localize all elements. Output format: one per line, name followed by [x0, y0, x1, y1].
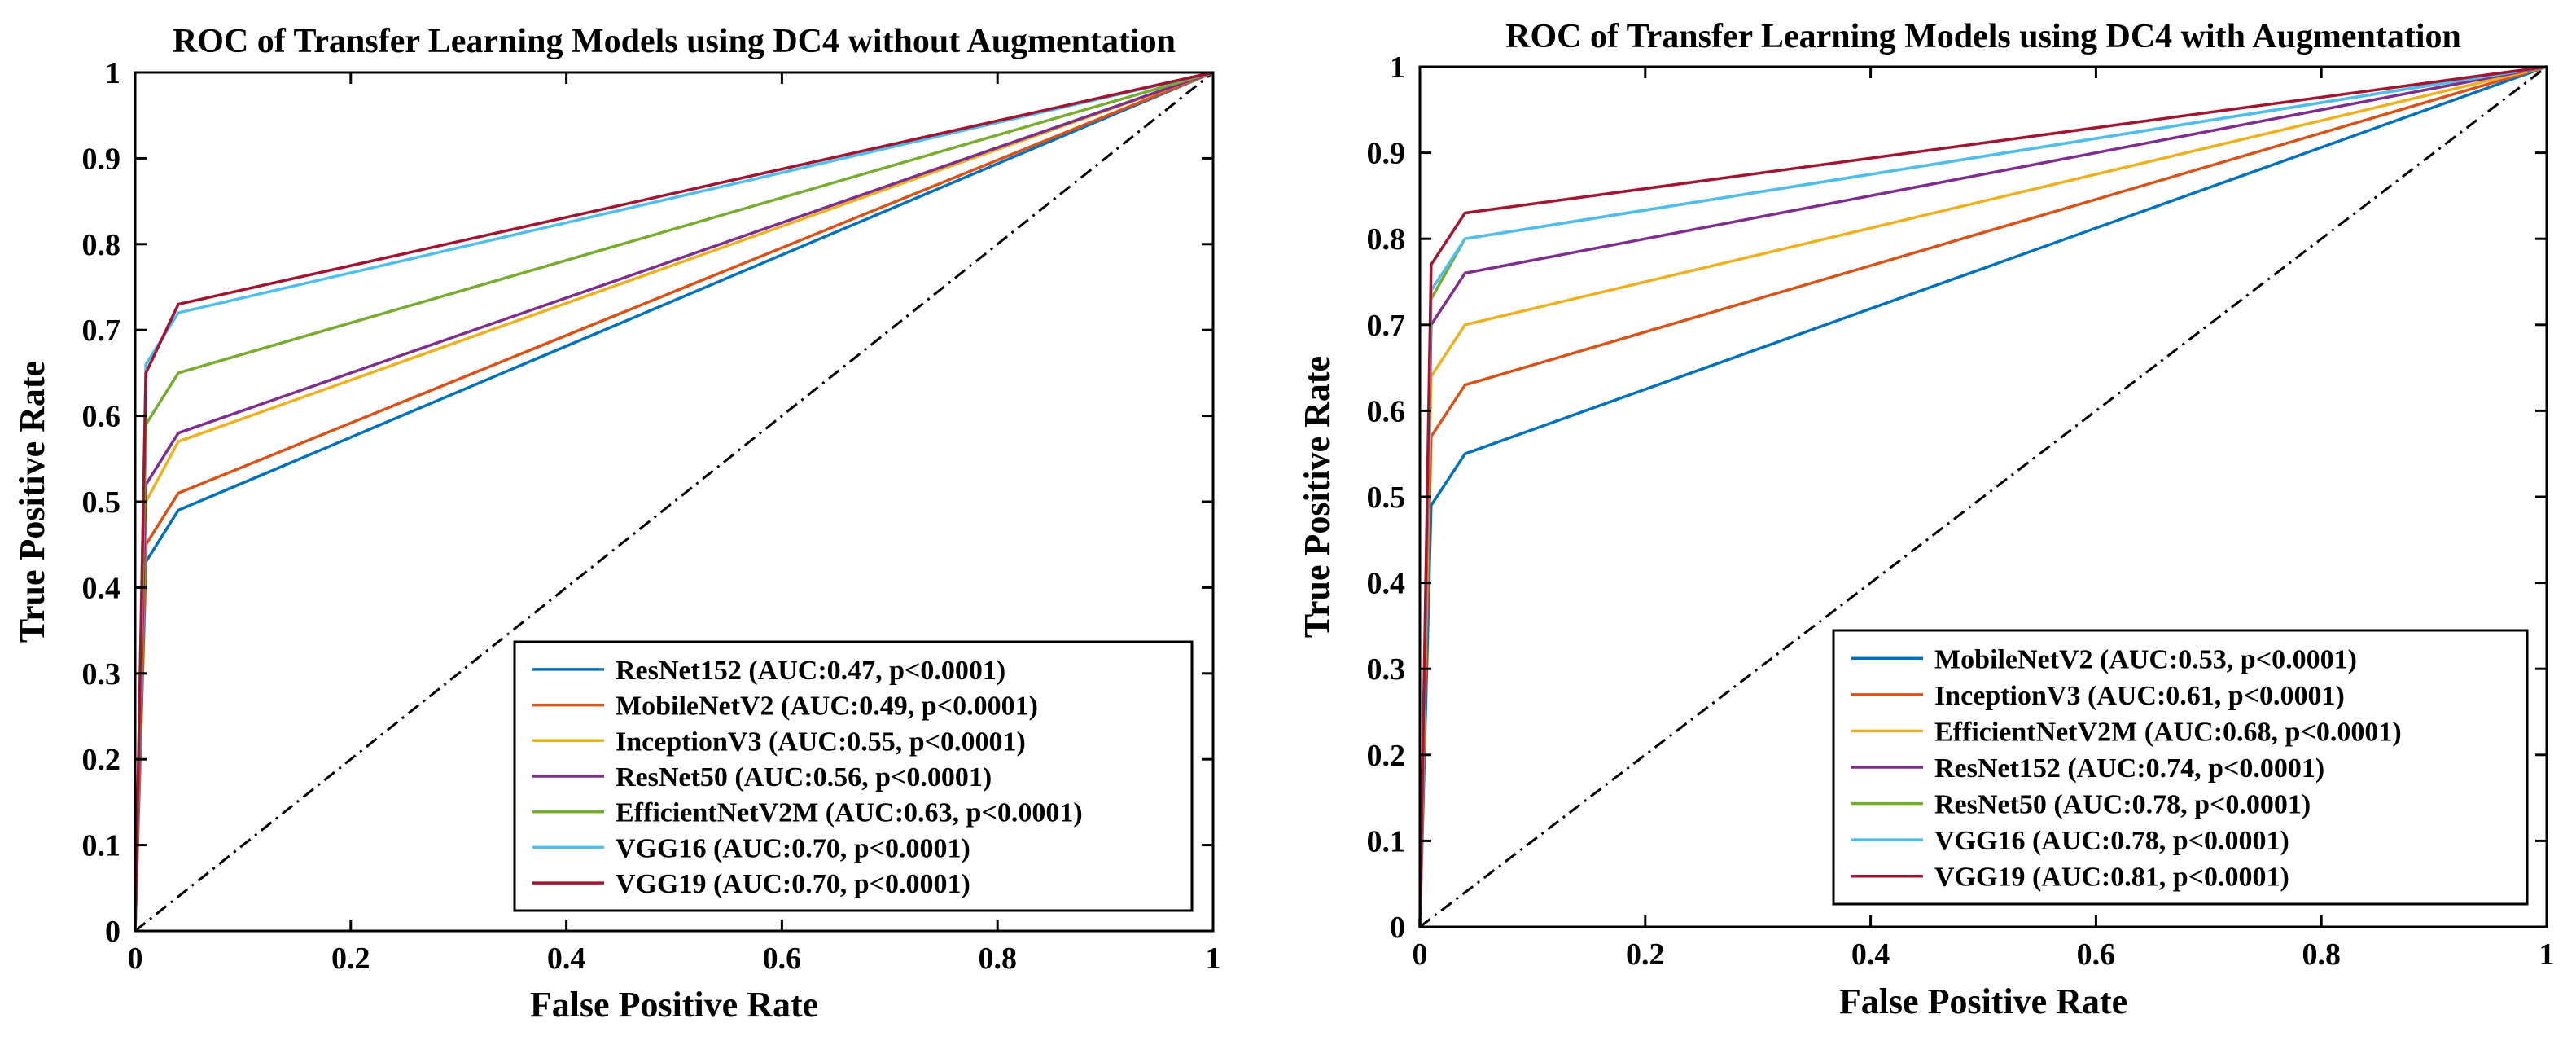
- y-tick-label: 0.3: [1367, 652, 1406, 687]
- x-tick-label: 0.4: [547, 942, 586, 976]
- x-tick-label: 0.8: [2302, 937, 2341, 972]
- x-tick-label: 0: [1413, 937, 1428, 972]
- y-tick-label: 0.6: [82, 400, 121, 434]
- legend-label-resnet152: ResNet152 (AUC:0.47, p<0.0001): [616, 656, 1005, 686]
- legend-label-inceptionv3: InceptionV3 (AUC:0.61, p<0.0001): [1934, 681, 2345, 711]
- x-axis-label: False Positive Rate: [530, 985, 818, 1025]
- chance-diagonal-line: [1419, 65, 2548, 928]
- legend-label-mobilenetv2: MobileNetV2 (AUC:0.53, p<0.0001): [1934, 644, 2357, 674]
- legend-label-inceptionv3: InceptionV3 (AUC:0.55, p<0.0001): [616, 727, 1026, 757]
- x-tick-label: 0.2: [1626, 937, 1665, 972]
- y-tick-label: 0.2: [1367, 739, 1406, 773]
- y-tick-label: 0.1: [1367, 824, 1406, 858]
- y-tick-label: 1: [1390, 50, 1405, 85]
- y-tick-label: 1: [105, 56, 120, 90]
- legend: ResNet152 (AUC:0.47, p<0.0001) MobileNetV…: [513, 640, 1194, 912]
- legend-label-resnet50: ResNet50 (AUC:0.56, p<0.0001): [616, 762, 992, 792]
- legend-label-vgg16: VGG16 (AUC:0.70, p<0.0001): [616, 833, 970, 863]
- legend: MobileNetV2 (AUC:0.53, p<0.0001) Inceptio…: [1832, 629, 2529, 906]
- x-tick-label: 0.6: [763, 942, 802, 976]
- x-tick-label: 1: [1206, 942, 1221, 976]
- y-tick-label: 0.7: [1367, 309, 1406, 343]
- x-axis-label: False Positive Rate: [1839, 981, 2127, 1021]
- x-tick-label: 0: [128, 942, 143, 976]
- x-tick-label: 0.8: [978, 942, 1017, 976]
- y-tick-label: 0: [105, 915, 120, 949]
- legend-box: [1832, 629, 2529, 906]
- y-tick-label: 0.3: [82, 657, 121, 691]
- y-tick-label: 0.1: [82, 829, 121, 863]
- series-line-vgg19: [1418, 65, 2548, 928]
- series-line-vgg19: [134, 71, 1214, 932]
- legend-label-vgg19: VGG19 (AUC:0.70, p<0.0001): [616, 869, 970, 899]
- legend-label-efficientnetv2m: EfficientNetV2M (AUC:0.68, p<0.0001): [1934, 717, 2402, 747]
- chart-roc-with-augmentation: ROC of Transfer Learning Models using DC…: [1297, 18, 2555, 1021]
- y-tick-label: 0.2: [82, 743, 121, 777]
- y-tick-label: 0.4: [1367, 567, 1406, 601]
- chart-title: ROC of Transfer Learning Models using DC…: [1505, 18, 2461, 55]
- y-tick-label: 0.7: [82, 314, 121, 348]
- y-tick-label: 0.5: [82, 485, 121, 520]
- legend-label-resnet50: ResNet50 (AUC:0.78, p<0.0001): [1934, 790, 2311, 820]
- legend-label-mobilenetv2: MobileNetV2 (AUC:0.49, p<0.0001): [616, 691, 1038, 722]
- x-tick-label: 0.4: [1851, 937, 1890, 972]
- y-tick-label: 0: [1390, 911, 1405, 945]
- y-tick-label: 0.8: [82, 228, 121, 262]
- legend-label-resnet152: ResNet152 (AUC:0.74, p<0.0001): [1934, 753, 2324, 784]
- chart-title: ROC of Transfer Learning Models using DC…: [173, 23, 1176, 60]
- y-tick-label: 0.9: [1367, 137, 1406, 171]
- x-tick-label: 0.2: [331, 942, 370, 976]
- y-axis-label: True Positive Rate: [1297, 356, 1337, 638]
- y-axis-label: True Positive Rate: [12, 361, 52, 643]
- legend-label-vgg19: VGG19 (AUC:0.81, p<0.0001): [1934, 863, 2289, 893]
- x-tick-label: 0.6: [2077, 937, 2116, 972]
- y-tick-label: 0.5: [1367, 481, 1406, 515]
- chart-roc-without-augmentation: ROC of Transfer Learning Models using DC…: [12, 23, 1221, 1025]
- legend-label-efficientnetv2m: EfficientNetV2M (AUC:0.63, p<0.0001): [616, 798, 1083, 828]
- y-tick-label: 0.6: [1367, 394, 1406, 428]
- y-tick-label: 0.8: [1367, 222, 1406, 257]
- legend-label-vgg16: VGG16 (AUC:0.78, p<0.0001): [1934, 826, 2289, 856]
- y-tick-label: 0.4: [82, 571, 121, 605]
- y-tick-label: 0.9: [82, 142, 121, 176]
- chance-diagonal-line: [134, 71, 1214, 933]
- legend-box: [513, 640, 1194, 912]
- x-tick-label: 1: [2539, 937, 2555, 972]
